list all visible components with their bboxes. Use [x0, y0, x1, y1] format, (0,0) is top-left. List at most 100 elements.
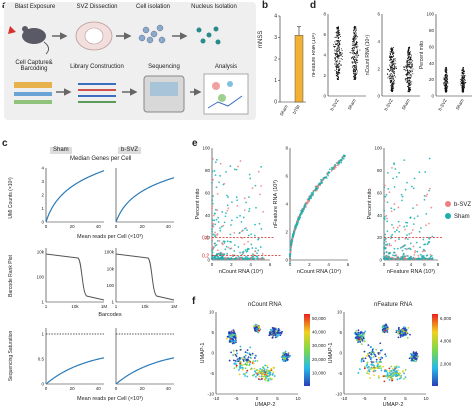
e-ytick: 80	[377, 168, 383, 173]
f-cell-point	[256, 329, 258, 331]
d-point	[353, 49, 355, 51]
e-point	[429, 257, 432, 260]
f-cell-point	[271, 328, 274, 331]
mouse-icon	[22, 28, 46, 44]
e-point	[211, 245, 214, 248]
d-point	[405, 74, 407, 76]
d-point	[408, 65, 410, 67]
d-point	[336, 64, 338, 66]
f-xtick: 5	[276, 396, 279, 401]
d-point	[392, 76, 394, 78]
e-point	[235, 257, 238, 259]
d-point	[337, 35, 339, 37]
d-ytick: 40	[429, 61, 435, 66]
d-point	[445, 66, 447, 68]
e-ytick: 40	[377, 213, 383, 218]
f-cell-point	[271, 373, 274, 376]
d-point	[341, 52, 343, 54]
d-point	[335, 49, 337, 51]
e-point	[241, 251, 244, 254]
f-cell-point	[354, 331, 357, 334]
f-xlabel: UMAP-2	[255, 402, 276, 408]
e-point	[402, 256, 405, 259]
f-cell-point	[268, 331, 271, 334]
d-point	[388, 64, 390, 66]
f-cell-point	[415, 358, 418, 361]
f-ytick: 5	[211, 330, 214, 335]
d-point	[351, 48, 353, 50]
e-point	[237, 165, 239, 168]
sequencer-icon	[143, 75, 185, 113]
c-xtick: 20	[140, 224, 146, 229]
d-point	[337, 27, 339, 29]
d-point	[408, 48, 410, 50]
d-point	[407, 77, 409, 79]
d-point	[335, 75, 337, 77]
f-title-1: nCount RNA	[248, 302, 282, 308]
e-point	[418, 171, 421, 174]
d-point	[356, 49, 358, 51]
e-point	[424, 171, 427, 173]
e-point	[412, 257, 415, 260]
d-point	[406, 67, 408, 69]
d-point	[352, 72, 354, 74]
d-point	[393, 66, 395, 68]
d-point	[390, 86, 392, 88]
e-point	[416, 215, 419, 218]
e-point	[247, 248, 250, 250]
d-point	[335, 56, 337, 58]
e-point	[312, 189, 315, 192]
e-xlabel: nCount RNA (10⁴)	[297, 268, 341, 275]
f-cell-point	[398, 332, 401, 335]
e-point	[412, 207, 415, 210]
d-point	[409, 85, 411, 87]
d-point	[337, 26, 339, 28]
f-cell-point	[361, 358, 363, 360]
f-cell-point	[374, 366, 377, 369]
d-point	[461, 69, 463, 71]
d-point	[356, 52, 358, 54]
f-cell-point	[249, 356, 252, 359]
d-point	[407, 83, 409, 85]
e-point	[394, 239, 397, 242]
f-cell-point	[360, 343, 363, 345]
f-cell-point	[244, 351, 247, 354]
f-cell-point	[248, 363, 251, 365]
d-point	[355, 70, 357, 72]
c-xtick: 20	[140, 386, 146, 391]
f-cell-point	[235, 363, 237, 366]
step-analysis: Analysis	[214, 64, 238, 70]
analysis-icon	[203, 73, 249, 115]
e-point	[242, 216, 245, 219]
d-point	[393, 76, 395, 78]
d-point	[391, 89, 393, 91]
c-ytick: 100k	[104, 250, 115, 255]
d-point	[353, 77, 355, 79]
d-point	[336, 45, 338, 47]
f-cell-point	[397, 372, 400, 375]
d-point	[353, 27, 355, 29]
e-point	[250, 257, 253, 260]
e-point	[425, 224, 427, 227]
f-cell-point	[248, 352, 251, 355]
panel-b-chart: 0 1 2 3 4 Sham bTBI	[274, 14, 306, 117]
e-point	[308, 198, 311, 201]
d-point	[409, 59, 411, 61]
d-point	[391, 61, 393, 63]
f-cell-point	[255, 354, 258, 357]
e-point	[330, 169, 333, 172]
f-cell-point	[252, 360, 255, 363]
f-cell-point	[257, 378, 260, 380]
d-point	[355, 28, 357, 30]
f-cell-point	[380, 367, 382, 370]
d-xtick: Sham	[347, 98, 357, 111]
d-point	[338, 30, 340, 32]
e-point	[339, 159, 342, 162]
f-colorbar-tick: 40,000	[312, 330, 326, 335]
e-point	[384, 233, 387, 236]
e-point	[260, 185, 262, 187]
f-cell-point	[380, 369, 383, 372]
e-point	[399, 246, 402, 249]
d-point	[407, 70, 409, 72]
